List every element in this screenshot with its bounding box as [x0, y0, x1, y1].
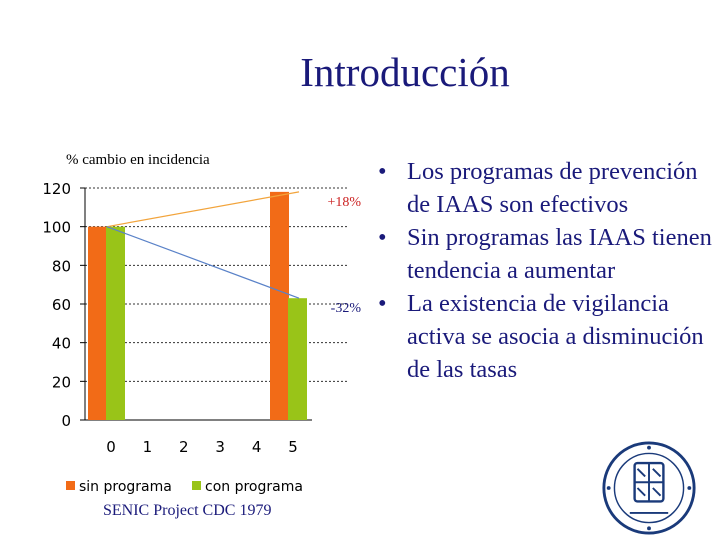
- y-tick-label: 60: [52, 296, 71, 314]
- y-tick-label: 120: [42, 180, 71, 198]
- bullet-marker: •: [378, 224, 387, 251]
- y-tick-label: 0: [61, 412, 71, 430]
- x-tick-label: 5: [288, 438, 298, 456]
- y-tick-labels: 0 20 40 60 80 100 120: [42, 180, 71, 430]
- chart-source: SENIC Project CDC 1979: [103, 502, 271, 519]
- legend-label: sin programa: [79, 479, 172, 495]
- bar: [88, 226, 107, 420]
- trend-line: [106, 191, 300, 228]
- x-tick-labels: 0 1 2 3 4 5: [106, 438, 298, 456]
- legend-label: con programa: [205, 479, 303, 495]
- bullet-item-1: • Los programas de prevención de IAAS so…: [378, 155, 718, 221]
- bullet-item-3: • La existencia de vigilancia activa se …: [378, 287, 718, 386]
- legend-swatch: [66, 481, 75, 490]
- slide-title: Introducción: [300, 49, 510, 95]
- university-seal-logo: [602, 441, 696, 535]
- chart-title: % cambio en incidencia: [66, 152, 210, 168]
- legend: sin programa con programa: [66, 479, 303, 495]
- x-tick-label: 1: [143, 438, 153, 456]
- bar: [106, 226, 125, 420]
- bar: [270, 191, 289, 420]
- bullet-list: • Los programas de prevención de IAAS so…: [378, 155, 718, 386]
- trend-line: [106, 226, 300, 299]
- bullet-text: Sin programas las IAAS tienen tendencia …: [407, 224, 712, 284]
- bullet-text: Los programas de prevención de IAAS son …: [407, 158, 698, 218]
- bar: [288, 298, 307, 420]
- annotation-label: +18%: [327, 195, 361, 210]
- x-tick-label: 3: [215, 438, 225, 456]
- y-tick-label: 20: [52, 373, 71, 391]
- y-tick-label: 80: [52, 257, 71, 275]
- bullet-marker: •: [378, 158, 387, 185]
- bullet-marker: •: [378, 290, 387, 317]
- bars: [88, 191, 307, 420]
- bullet-item-2: • Sin programas las IAAS tienen tendenci…: [378, 221, 718, 287]
- x-tick-label: 2: [179, 438, 189, 456]
- annotations: +18% -32%: [327, 195, 361, 316]
- bullet-text: La existencia de vigilancia activa se as…: [407, 290, 704, 383]
- y-tick-label: 100: [42, 219, 71, 237]
- trend-lines: [106, 191, 300, 299]
- y-tick-label: 40: [52, 335, 71, 353]
- x-tick-label: 4: [252, 438, 262, 456]
- x-tick-label: 0: [106, 438, 116, 456]
- legend-swatch: [192, 481, 201, 490]
- annotation-label: -32%: [331, 301, 362, 316]
